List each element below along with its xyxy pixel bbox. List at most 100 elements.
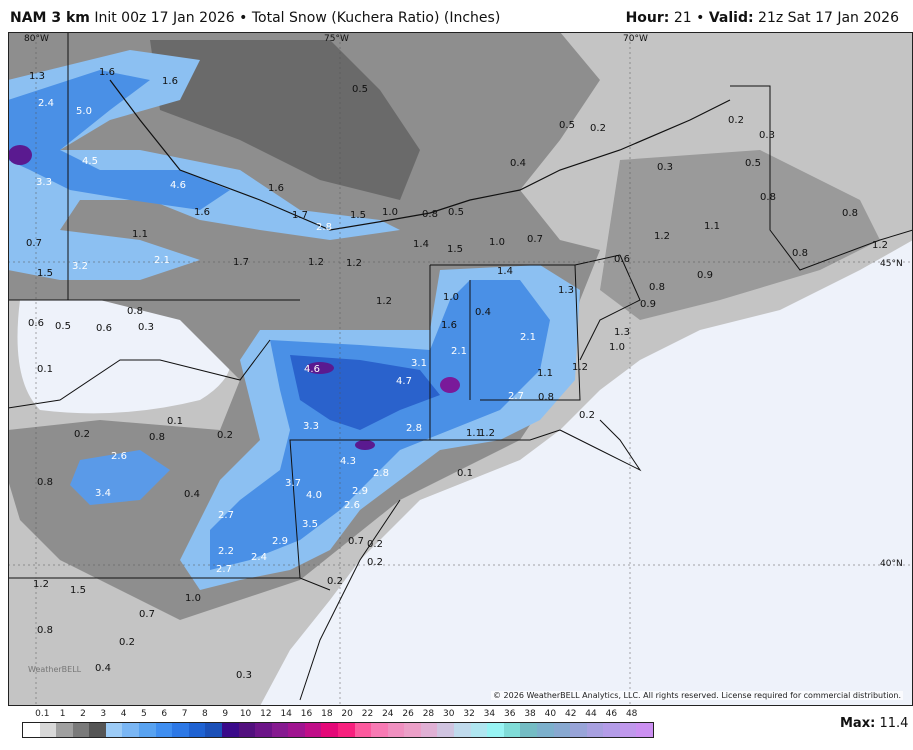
snow-value-label: 4.7 [396, 376, 412, 387]
model-name: NAM 3 km [10, 10, 90, 26]
snow-value-label: 0.2 [217, 430, 233, 441]
snow-value-label: 0.6 [96, 323, 112, 334]
legend-swatch [420, 723, 438, 737]
hour-label: Hour: [625, 10, 670, 26]
snow-max-purple [306, 362, 334, 374]
legend-swatch [205, 723, 222, 737]
state-borders [8, 32, 913, 701]
max-value: Max: 11.4 [840, 716, 908, 731]
snow-value-label: 0.8 [37, 625, 53, 636]
product-name: Total Snow (Kuchera Ratio) (Inches) [251, 10, 501, 26]
legend-swatch [72, 723, 90, 737]
snow-value-label: 0.2 [367, 557, 383, 568]
color-scale-legend [22, 722, 654, 738]
legend-swatch [56, 723, 73, 737]
snow-value-label: 2.9 [352, 486, 368, 497]
legend-swatch [354, 723, 372, 737]
snow-value-label: 1.4 [497, 266, 513, 277]
legend-swatch [404, 723, 421, 737]
legend-swatch [139, 723, 156, 737]
snow-value-label: 4.5 [82, 156, 98, 167]
legend-swatch [636, 723, 653, 737]
snow-value-label: 0.5 [559, 120, 575, 131]
snow-value-label: 1.0 [185, 593, 201, 604]
snow-value-label: 0.3 [138, 322, 154, 333]
snow-value-label: 0.2 [367, 539, 383, 550]
legend-label: 0.1 [35, 709, 50, 719]
snow-value-label: 1.1 [537, 368, 553, 379]
separator: • [696, 10, 705, 26]
legend-swatch [437, 723, 455, 737]
legend-swatch [221, 723, 239, 737]
snow-value-label: 3.5 [302, 519, 318, 530]
legend-label: 5 [141, 709, 147, 719]
legend-label: 18 [321, 709, 333, 719]
legend-label: 46 [605, 709, 618, 719]
snow-value-label: 0.8 [127, 306, 143, 317]
legend-label: 38 [524, 709, 536, 719]
snow-value-label: 2.7 [218, 510, 234, 521]
snow-value-label: 0.8 [538, 392, 554, 403]
snow-value-label: 1.1 [132, 229, 148, 240]
snow-value-label: 0.3 [236, 670, 252, 681]
legend-swatch [39, 723, 57, 737]
grid-label-70w: 70°W [623, 34, 648, 44]
snow-value-label: 1.5 [447, 244, 463, 255]
snow-value-label: 1.0 [443, 292, 459, 303]
legend-label: 12 [260, 709, 272, 719]
grid-label-40n: 40°N [880, 559, 903, 569]
snow-value-label: 1.2 [572, 362, 588, 373]
legend-swatch [586, 723, 604, 737]
legend-swatch [553, 723, 571, 737]
snow-max-purple [8, 145, 32, 165]
valid-label: Valid: [708, 10, 754, 26]
snow-max-purple [355, 440, 375, 450]
snow-value-label: 1.6 [268, 183, 284, 194]
snow-max-purple [440, 377, 460, 393]
lat-lon-lines [8, 32, 913, 706]
legend-label: 7 [181, 709, 188, 719]
snow-value-label: 1.2 [872, 240, 888, 251]
snow-value-label: 0.7 [26, 238, 42, 249]
snow-value-label: 0.4 [184, 489, 200, 500]
legend-swatch [105, 723, 123, 737]
snow-value-label: 1.1 [704, 221, 720, 232]
legend-swatch [23, 723, 40, 737]
snow-value-label: 4.3 [340, 456, 356, 467]
snow-value-label: 0.5 [55, 321, 71, 332]
snow-value-label: 0.9 [697, 270, 713, 281]
snow-value-label: 0.4 [475, 307, 491, 318]
snow-value-label: 0.2 [119, 637, 135, 648]
snow-value-label: 1.2 [346, 258, 362, 269]
legend-swatch [304, 723, 322, 737]
legend-label: 44 [585, 709, 597, 719]
legend-label: 48 [625, 709, 638, 719]
snow-value-label: 2.6 [344, 500, 360, 511]
snow-value-label: 0.5 [448, 207, 464, 218]
snow-value-label: 3.2 [72, 261, 88, 272]
legend-label: 42 [564, 709, 577, 719]
legend-swatch [288, 723, 305, 737]
snow-value-label: 0.8 [149, 432, 165, 443]
snow-value-label: 1.5 [70, 585, 86, 596]
legend-swatch [238, 723, 256, 737]
snow-value-label: 0.6 [614, 254, 630, 265]
legend-label: 1 [59, 709, 66, 719]
legend-label: 9 [222, 709, 229, 719]
legend-label: 40 [544, 709, 557, 719]
snow-value-label: 2.9 [272, 536, 288, 547]
snow-value-label: 1.7 [233, 257, 249, 268]
legend-label: 16 [300, 709, 313, 719]
snow-value-label: 1.4 [413, 239, 429, 250]
snow-value-label: 1.2 [479, 428, 495, 439]
legend-swatch [321, 723, 338, 737]
legend-swatch [188, 723, 206, 737]
legend-label: 2 [80, 709, 86, 719]
snow-value-label: 2.8 [406, 423, 422, 434]
legend-label: 34 [483, 709, 496, 719]
grid-labels: 80°W 75°W 70°W 45°N 40°N [24, 34, 903, 569]
snow-value-label: 1.0 [489, 237, 505, 248]
snow-value-label: 1.3 [29, 71, 45, 82]
legend-swatch [371, 723, 388, 737]
legend-swatch [89, 723, 106, 737]
